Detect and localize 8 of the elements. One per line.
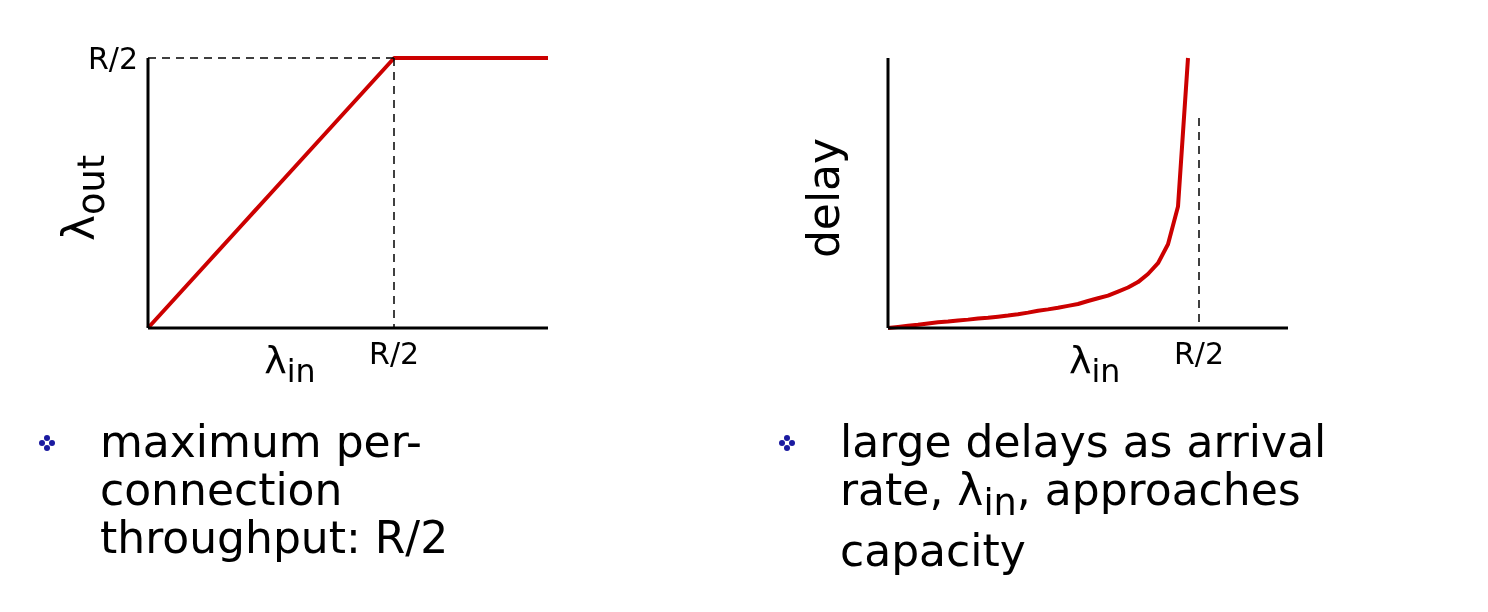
y-axis-title: delay xyxy=(797,137,849,259)
text: R/2 xyxy=(369,336,420,371)
text: R/2 xyxy=(1173,336,1225,371)
text: maximum per-connection throughput: R/2 xyxy=(100,416,450,563)
x-axis-title: λ$_{in}$ xyxy=(264,338,316,389)
x-axis-title: λ$_{in}$ xyxy=(1069,338,1121,389)
text: large delays as arrival rate, λ$_{in}$, approaches capacity xyxy=(840,416,1328,576)
text: R/2 xyxy=(87,40,138,76)
